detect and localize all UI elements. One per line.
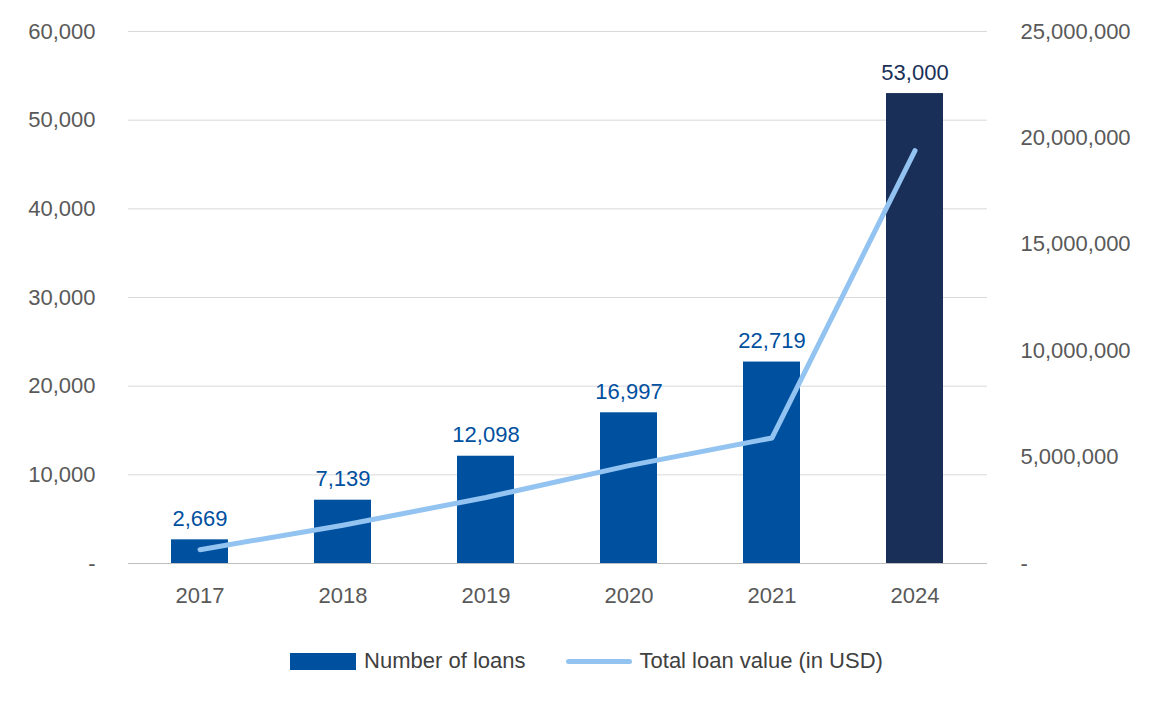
svg-text:5,000,000: 5,000,000 bbox=[1021, 444, 1119, 469]
svg-text:50,000: 50,000 bbox=[28, 107, 95, 132]
svg-text:15,000,000: 15,000,000 bbox=[1021, 231, 1131, 256]
svg-text:2017: 2017 bbox=[176, 583, 225, 608]
html-text:Total loan value (in USD): Total loan value (in USD) bbox=[639, 648, 883, 673]
svg-text:10,000: 10,000 bbox=[28, 462, 95, 487]
svg-text:7,139: 7,139 bbox=[315, 466, 370, 491]
svg-text:25,000,000: 25,000,000 bbox=[1021, 19, 1131, 44]
svg-text:10,000,000: 10,000,000 bbox=[1021, 338, 1131, 363]
svg-text:40,000: 40,000 bbox=[28, 196, 95, 221]
svg-text:20,000: 20,000 bbox=[28, 373, 95, 398]
svg-text:2,669: 2,669 bbox=[172, 506, 227, 531]
svg-text:53,000: 53,000 bbox=[881, 60, 948, 85]
svg-text:60,000: 60,000 bbox=[28, 19, 95, 44]
svg-text:2019: 2019 bbox=[462, 583, 511, 608]
svg-text:2024: 2024 bbox=[891, 583, 940, 608]
svg-text:2021: 2021 bbox=[748, 583, 797, 608]
svg-text:20,000,000: 20,000,000 bbox=[1021, 125, 1131, 150]
svg-text:22,719: 22,719 bbox=[738, 328, 805, 353]
svg-text:2018: 2018 bbox=[319, 583, 368, 608]
html-text:Number of loans: Number of loans bbox=[364, 648, 526, 673]
svg-text:-: - bbox=[88, 551, 95, 576]
svg-text:-: - bbox=[1021, 551, 1028, 576]
svg-text:12,098: 12,098 bbox=[452, 422, 519, 447]
svg-text:16,997: 16,997 bbox=[595, 379, 662, 404]
svg-text:30,000: 30,000 bbox=[28, 285, 95, 310]
svg-text:2020: 2020 bbox=[605, 583, 654, 608]
